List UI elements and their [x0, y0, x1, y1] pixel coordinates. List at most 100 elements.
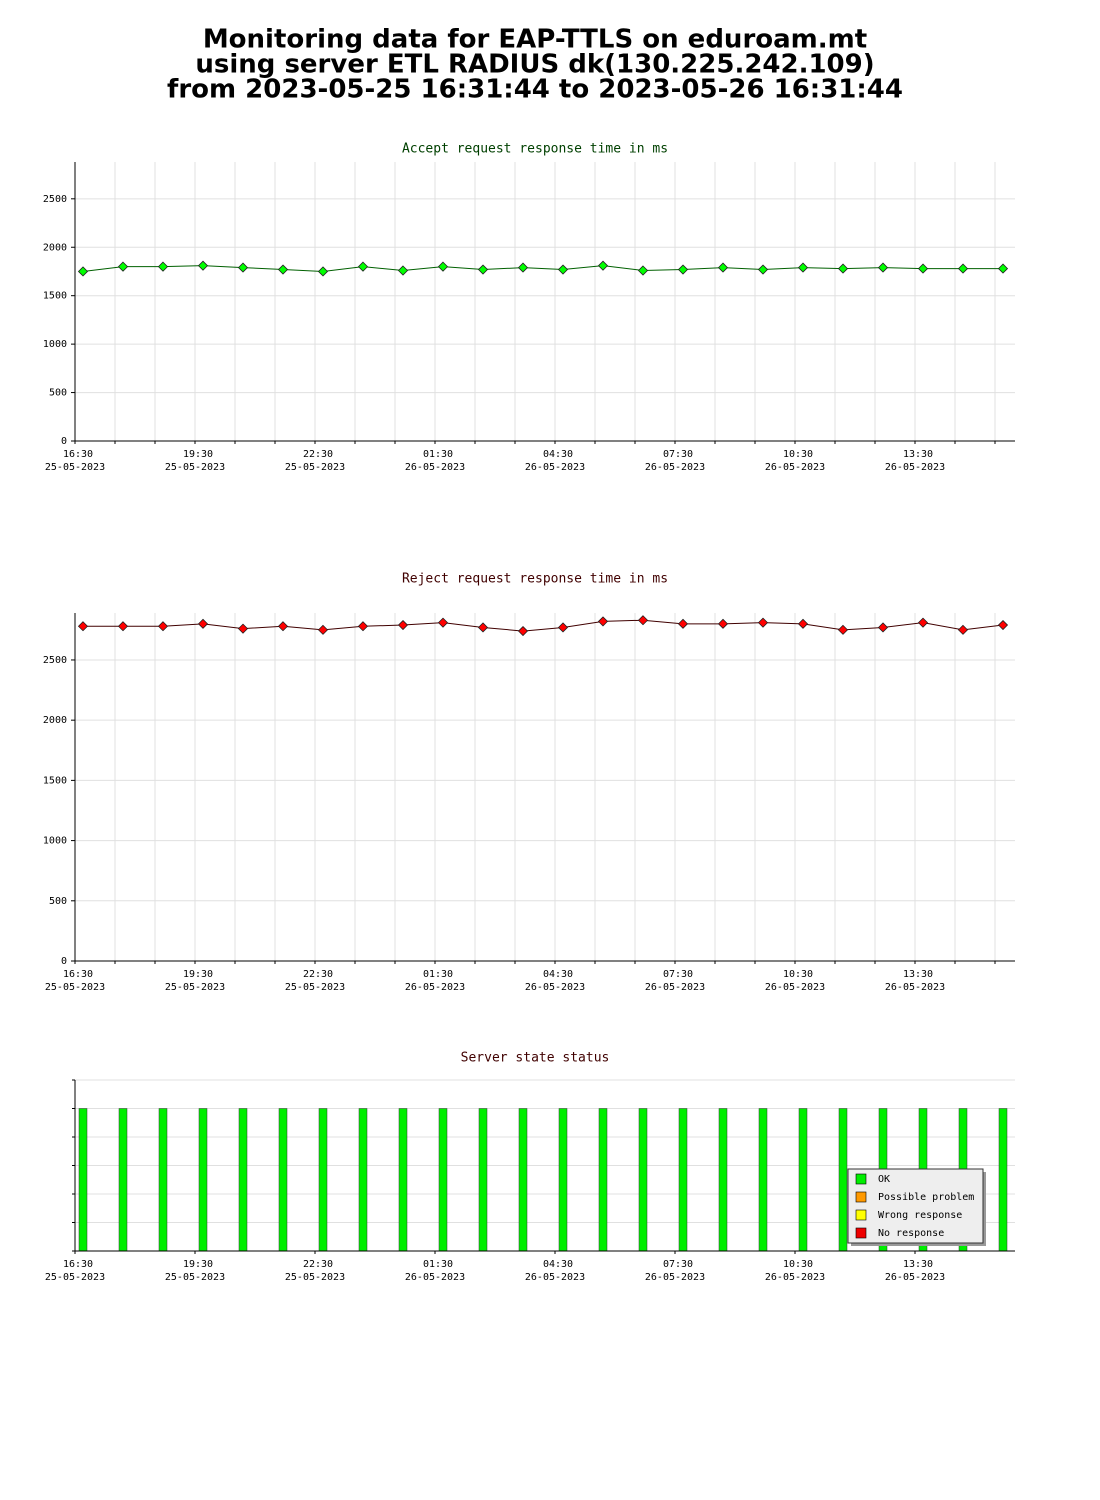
- data-point: [597, 616, 609, 627]
- x-tick-label: 07:30: [663, 449, 693, 460]
- x-tick-label: 26-05-2023: [405, 462, 465, 473]
- x-tick-label: 26-05-2023: [885, 462, 945, 473]
- x-tick-label: 22:30: [303, 1259, 333, 1270]
- status-bar: [638, 1108, 648, 1252]
- data-point: [237, 623, 249, 634]
- data-point: [917, 263, 929, 274]
- y-tick-label: 1500: [43, 291, 67, 302]
- y-tick-label: 1500: [43, 775, 67, 786]
- x-tick-label: 25-05-2023: [165, 462, 225, 473]
- x-tick-label: 07:30: [663, 1259, 693, 1270]
- data-point: [317, 266, 329, 277]
- y-tick-label: 1000: [43, 339, 67, 350]
- data-point: [157, 261, 169, 272]
- data-line: [83, 619, 1004, 632]
- y-tick-label: 2000: [43, 715, 67, 726]
- x-tick-label: 25-05-2023: [45, 462, 105, 473]
- data-point: [837, 263, 849, 274]
- x-tick-label: 26-05-2023: [765, 462, 825, 473]
- status-bar: [478, 1108, 488, 1252]
- x-tick-label: 26-05-2023: [405, 1272, 465, 1283]
- data-point: [517, 625, 529, 637]
- x-tick-label: 04:30: [543, 449, 573, 460]
- status-bar: [318, 1108, 328, 1252]
- status-bar: [238, 1108, 248, 1252]
- data-point: [157, 621, 169, 632]
- x-tick-label: 26-05-2023: [885, 982, 945, 993]
- x-tick-label: 26-05-2023: [525, 1272, 585, 1283]
- x-tick-label: 16:30: [63, 449, 93, 460]
- data-point: [957, 624, 969, 635]
- plot-area: [75, 613, 1015, 961]
- data-point: [397, 619, 409, 631]
- x-tick-label: 26-05-2023: [765, 982, 825, 993]
- legend-swatch: [855, 1227, 867, 1239]
- x-tick-label: 26-05-2023: [645, 462, 705, 473]
- page-title: Monitoring data for EAP-TTLS on eduroam.…: [203, 25, 867, 55]
- legend-swatch: [855, 1173, 867, 1185]
- x-tick-label: 10:30: [783, 969, 813, 980]
- data-point: [677, 618, 689, 629]
- y-tick-label: 2000: [43, 242, 67, 253]
- x-tick-label: 01:30: [423, 969, 453, 980]
- y-tick-label: 500: [49, 388, 67, 399]
- data-point: [677, 264, 689, 275]
- x-tick-label: 25-05-2023: [45, 1272, 105, 1283]
- data-point: [597, 260, 609, 271]
- status-bar: [278, 1108, 288, 1252]
- data-point: [357, 621, 369, 632]
- legend-swatch: [855, 1191, 867, 1203]
- data-point: [517, 262, 529, 273]
- x-tick-label: 25-05-2023: [45, 982, 105, 993]
- data-point: [837, 624, 849, 635]
- data-point: [637, 615, 649, 626]
- status-bar: [998, 1108, 1008, 1252]
- data-point: [997, 619, 1009, 631]
- x-tick-label: 19:30: [183, 449, 213, 460]
- x-tick-label: 26-05-2023: [525, 462, 585, 473]
- x-tick-label: 13:30: [903, 1259, 933, 1270]
- data-point: [277, 621, 289, 632]
- x-tick-label: 01:30: [423, 1259, 453, 1270]
- data-point: [757, 264, 769, 275]
- data-point: [997, 263, 1009, 274]
- data-point: [117, 621, 129, 632]
- data-point: [477, 622, 489, 633]
- x-tick-label: 26-05-2023: [765, 1272, 825, 1283]
- data-point: [757, 617, 769, 628]
- status-bar: [718, 1108, 728, 1252]
- data-point: [557, 622, 569, 633]
- x-tick-label: 19:30: [183, 969, 213, 980]
- chart-title: Accept request response time in ms: [402, 142, 668, 157]
- page-title: from 2023-05-25 16:31:44 to 2023-05-26 1…: [167, 75, 903, 105]
- data-line: [82, 265, 1003, 272]
- legend-label: No response: [878, 1228, 944, 1239]
- status-bar: [198, 1108, 208, 1252]
- status-bar: [558, 1108, 568, 1252]
- x-tick-label: 01:30: [423, 449, 453, 460]
- data-point: [877, 262, 889, 273]
- chart-title: Reject request response time in ms: [402, 572, 668, 587]
- legend-swatch: [855, 1209, 867, 1221]
- status-bar: [398, 1108, 408, 1252]
- x-tick-label: 22:30: [303, 969, 333, 980]
- data-point: [237, 262, 249, 273]
- x-tick-label: 10:30: [783, 1259, 813, 1270]
- status-bar: [518, 1108, 528, 1252]
- status-bar: [438, 1108, 448, 1252]
- legend-box: [847, 1168, 984, 1244]
- y-tick-label: 1000: [43, 836, 67, 847]
- data-point: [957, 263, 969, 274]
- data-point: [197, 260, 209, 271]
- status-bar: [118, 1108, 128, 1252]
- y-tick-label: 0: [61, 956, 67, 967]
- x-tick-label: 07:30: [663, 969, 693, 980]
- data-point: [357, 261, 369, 272]
- data-point: [117, 261, 129, 272]
- x-tick-label: 26-05-2023: [645, 1272, 705, 1283]
- data-point: [477, 264, 489, 275]
- data-point: [437, 261, 449, 272]
- legend-label: OK: [878, 1174, 890, 1185]
- x-tick-label: 10:30: [783, 449, 813, 460]
